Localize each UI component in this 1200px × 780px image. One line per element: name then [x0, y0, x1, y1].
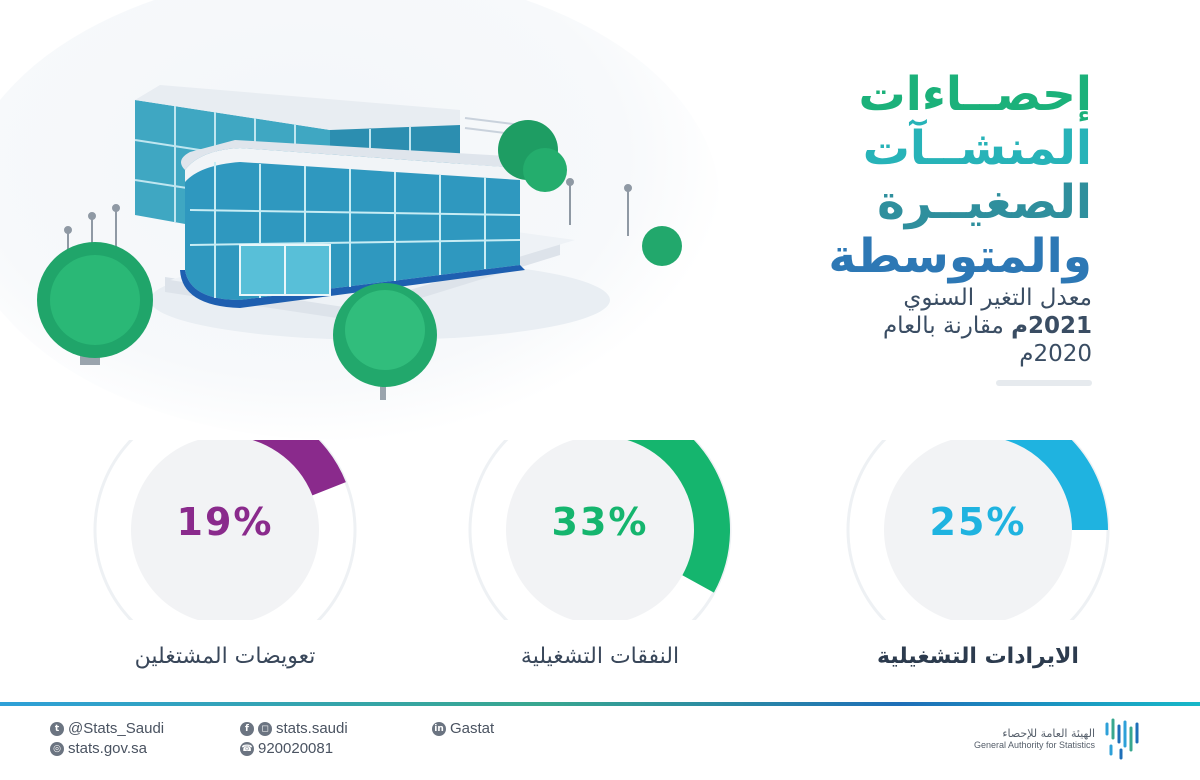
twitter-icon: t	[50, 721, 64, 736]
website-link[interactable]: ◎ stats.gov.sa	[50, 740, 147, 757]
subtitle: معدل التغير السنوي 2021م مقارنة بالعام 2…	[772, 284, 1092, 368]
donut-chart-revenue	[846, 440, 1110, 620]
org-name-english: General Authority for Statistics	[973, 739, 1095, 750]
percent-expenses: 33%	[551, 500, 649, 544]
subtitle-line-3: 2020م	[1019, 341, 1092, 367]
donut-inner-disc	[884, 440, 1072, 620]
donut-arc-revenue	[1004, 440, 1108, 531]
percent-revenue: 25%	[929, 500, 1027, 544]
donut-chart-compensation	[93, 440, 357, 620]
subtitle-year-2021: 2021م	[1011, 313, 1092, 339]
gastat-logo: الهيئة العامة للإحصاء General Authority …	[974, 716, 1145, 760]
page-title: إحصــاءات المنشــآت الصغيــرة والمتوسطة	[828, 68, 1092, 284]
title-line-2: المنشــآت	[862, 121, 1092, 176]
label-revenue: الايرادات التشغيلية	[877, 644, 1079, 669]
gastat-logo-icon	[1105, 718, 1139, 760]
social-link[interactable]: f ◻ stats.saudi	[240, 720, 348, 737]
subtitle-divider	[996, 380, 1092, 386]
phone-icon: ☎	[240, 741, 254, 756]
subtitle-line-1: معدل التغير السنوي	[903, 285, 1092, 311]
donut-arc-compensation	[252, 440, 346, 496]
title-line-3: الصغيــرة	[877, 175, 1092, 230]
website-url: stats.gov.sa	[68, 740, 147, 757]
subtitle-line-2: 2021م مقارنة بالعام	[772, 312, 1092, 340]
donut-inner-disc	[506, 440, 694, 620]
twitter-link[interactable]: t @Stats_Saudi	[50, 720, 164, 737]
linkedin-link[interactable]: in Gastat	[432, 720, 494, 737]
donut-arc-expenses	[626, 440, 730, 593]
label-compensation: تعويضات المشتغلين	[134, 644, 316, 669]
globe-icon: ◎	[50, 741, 64, 756]
title-line-4: والمتوسطة	[828, 229, 1092, 284]
building-illustration	[37, 85, 682, 400]
donut-chart-expenses	[468, 440, 732, 620]
label-expenses: النفقات التشغيلية	[520, 644, 680, 669]
percent-compensation: 19%	[176, 500, 274, 544]
social-handle: stats.saudi	[276, 720, 348, 737]
facebook-icon: f	[240, 721, 254, 736]
linkedin-icon: in	[432, 721, 446, 736]
twitter-handle: @Stats_Saudi	[68, 720, 165, 737]
footer: t @Stats_Saudi ◎ stats.gov.sa f ◻ stats.…	[0, 706, 1200, 780]
org-name-arabic: الهيئة العامة للإحصاء	[1002, 726, 1095, 740]
donut-inner-disc	[131, 440, 319, 620]
phone-link[interactable]: ☎ 920020081	[240, 740, 333, 757]
instagram-icon: ◻	[258, 721, 272, 736]
linkedin-handle: Gastat	[450, 720, 495, 737]
footer-divider	[0, 702, 1200, 706]
subtitle-comparison: مقارنة بالعام	[882, 313, 1012, 339]
phone-number: 920020081	[258, 740, 334, 757]
title-line-1: إحصــاءات	[858, 67, 1092, 122]
